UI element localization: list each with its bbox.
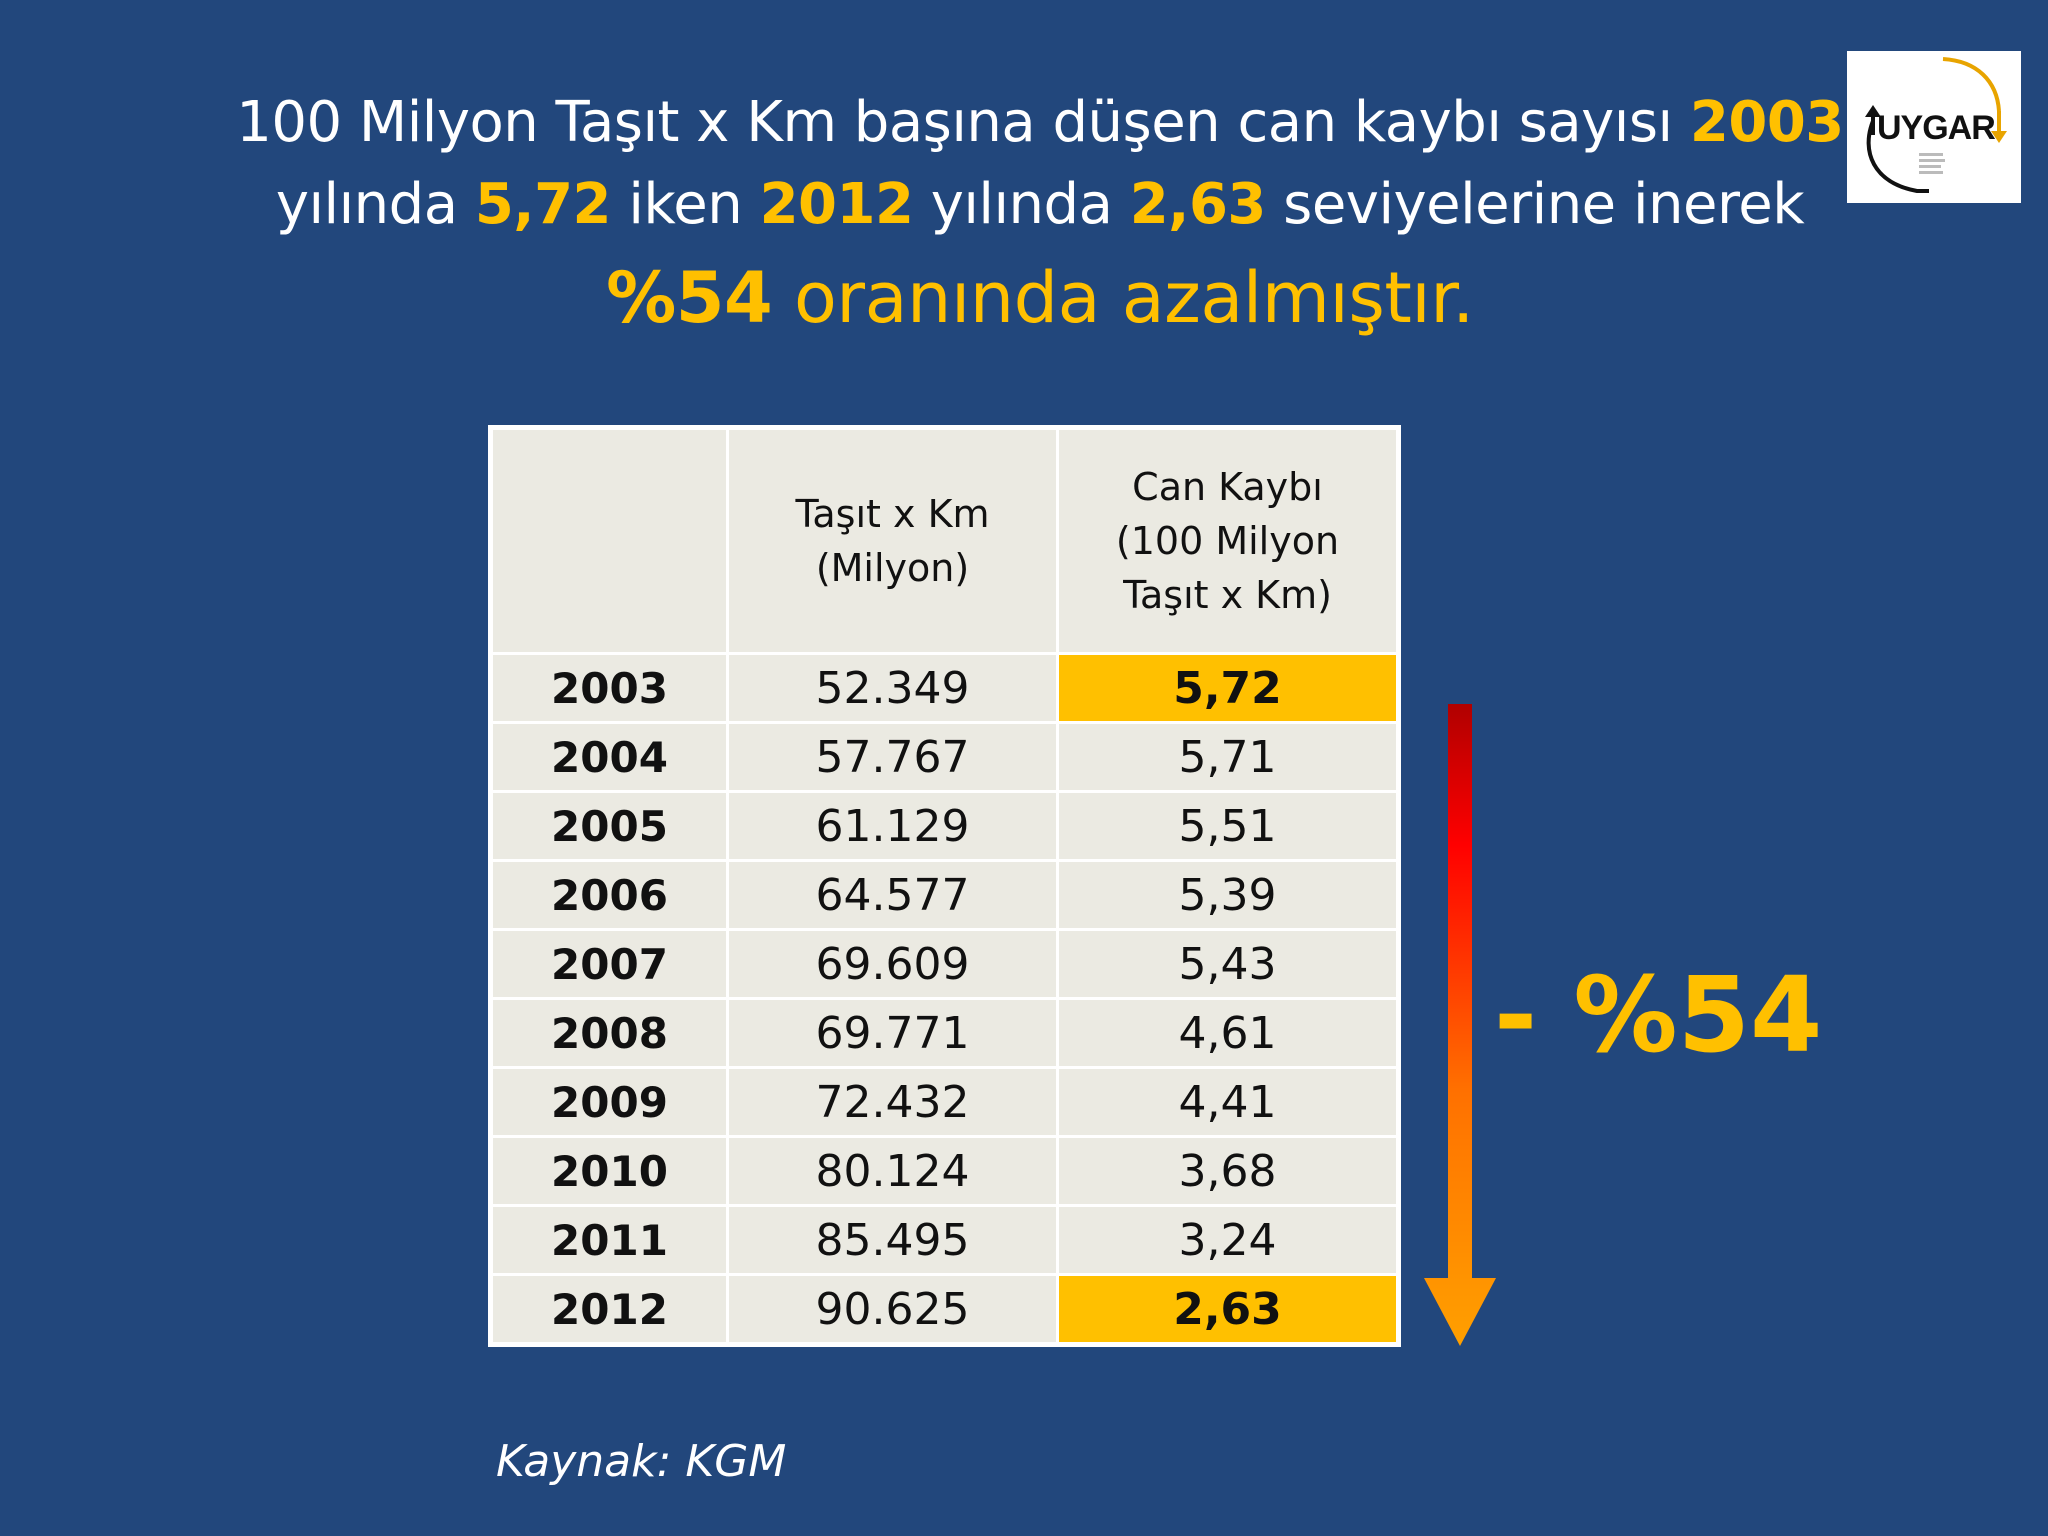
row-vehicle-km: 69.771 bbox=[726, 997, 1059, 1069]
table-row: 2010 80.124 3,68 bbox=[490, 1135, 1399, 1207]
row-fatality-rate: 5,39 bbox=[1056, 859, 1399, 931]
row-vehicle-km: 85.495 bbox=[726, 1204, 1059, 1276]
row-year: 2009 bbox=[490, 1066, 729, 1138]
row-fatality-rate: 5,43 bbox=[1056, 928, 1399, 1000]
logo-text: UYGAR bbox=[1877, 109, 1996, 147]
table-row: 2009 72.432 4,41 bbox=[490, 1066, 1399, 1138]
table-row: 2003 52.349 5,72 bbox=[490, 652, 1399, 724]
row-vehicle-km: 72.432 bbox=[726, 1066, 1059, 1138]
headline-line-2: yılında 5,72 iken 2012 yılında 2,63 sevi… bbox=[220, 164, 1860, 246]
header-vehicle-km-line1: Taşıt x Km bbox=[795, 492, 990, 536]
row-year: 2004 bbox=[490, 721, 729, 793]
headline: 100 Milyon Taşıt x Km başına düşen can k… bbox=[220, 82, 1860, 351]
table-row: 2006 64.577 5,39 bbox=[490, 859, 1399, 931]
header-fatality-rate: Can Kaybı (100 Milyon Taşıt x Km) bbox=[1056, 427, 1399, 655]
headline-text-3: oranında azalmıştır. bbox=[772, 257, 1474, 339]
row-year: 2005 bbox=[490, 790, 729, 862]
headline-year-start: 2003 bbox=[1689, 90, 1844, 155]
row-vehicle-km: 80.124 bbox=[726, 1135, 1059, 1207]
row-year: 2008 bbox=[490, 997, 729, 1069]
row-year: 2012 bbox=[490, 1273, 729, 1345]
row-fatality-rate: 5,72 bbox=[1056, 652, 1399, 724]
table-row: 2008 69.771 4,61 bbox=[490, 997, 1399, 1069]
headline-text-2c: yılında bbox=[913, 172, 1130, 237]
row-vehicle-km: 52.349 bbox=[726, 652, 1059, 724]
row-vehicle-km: 90.625 bbox=[726, 1273, 1059, 1345]
down-gradient-arrow-icon bbox=[1424, 704, 1496, 1346]
headline-percent: %54 bbox=[606, 257, 773, 339]
table-row: 2007 69.609 5,43 bbox=[490, 928, 1399, 1000]
row-vehicle-km: 57.767 bbox=[726, 721, 1059, 793]
headline-line-1: 100 Milyon Taşıt x Km başına düşen can k… bbox=[220, 82, 1860, 164]
row-fatality-rate: 4,61 bbox=[1056, 997, 1399, 1069]
header-vehicle-km: Taşıt x Km (Milyon) bbox=[726, 427, 1059, 655]
header-fatality-line3: Taşıt x Km) bbox=[1123, 573, 1332, 617]
headline-year-end: 2012 bbox=[759, 172, 914, 237]
row-vehicle-km: 64.577 bbox=[726, 859, 1059, 931]
header-fatality-line1: Can Kaybı bbox=[1132, 465, 1323, 509]
row-year: 2010 bbox=[490, 1135, 729, 1207]
header-vehicle-km-line2: (Milyon) bbox=[815, 546, 970, 590]
row-year: 2007 bbox=[490, 928, 729, 1000]
row-fatality-rate: 5,71 bbox=[1056, 721, 1399, 793]
row-year: 2003 bbox=[490, 652, 729, 724]
row-year: 2006 bbox=[490, 859, 729, 931]
headline-text-2d: seviyelerine inerek bbox=[1265, 172, 1805, 237]
header-fatality-line2: (100 Milyon bbox=[1115, 519, 1340, 563]
row-vehicle-km: 61.129 bbox=[726, 790, 1059, 862]
headline-line-3: %54 oranında azalmıştır. bbox=[220, 246, 1860, 351]
row-fatality-rate: 3,24 bbox=[1056, 1204, 1399, 1276]
source-note: Kaynak: KGM bbox=[496, 1436, 787, 1487]
headline-value-start: 5,72 bbox=[474, 172, 612, 237]
row-fatality-rate: 5,51 bbox=[1056, 790, 1399, 862]
row-fatality-rate: 2,63 bbox=[1056, 1273, 1399, 1345]
change-label: - %54 bbox=[1494, 954, 1823, 1076]
uygar-logo: UYGAR bbox=[1847, 51, 2021, 203]
row-fatality-rate: 4,41 bbox=[1056, 1066, 1399, 1138]
table-header-row: Taşıt x Km (Milyon) Can Kaybı (100 Milyo… bbox=[490, 427, 1399, 655]
table-row: 2012 90.625 2,63 bbox=[490, 1273, 1399, 1345]
table-row: 2004 57.767 5,71 bbox=[490, 721, 1399, 793]
row-year: 2011 bbox=[490, 1204, 729, 1276]
headline-text-2a: yılında bbox=[275, 172, 475, 237]
header-year bbox=[490, 427, 729, 655]
logo-swoosh-icon bbox=[1865, 57, 2007, 193]
fatality-table: Taşıt x Km (Milyon) Can Kaybı (100 Milyo… bbox=[490, 427, 1399, 1345]
table-row: 2005 61.129 5,51 bbox=[490, 790, 1399, 862]
headline-value-end: 2,63 bbox=[1129, 172, 1267, 237]
row-fatality-rate: 3,68 bbox=[1056, 1135, 1399, 1207]
row-vehicle-km: 69.609 bbox=[726, 928, 1059, 1000]
table-row: 2011 85.495 3,24 bbox=[490, 1204, 1399, 1276]
headline-text-1: 100 Milyon Taşıt x Km başına düşen can k… bbox=[236, 90, 1690, 155]
headline-text-2b: iken bbox=[611, 172, 760, 237]
